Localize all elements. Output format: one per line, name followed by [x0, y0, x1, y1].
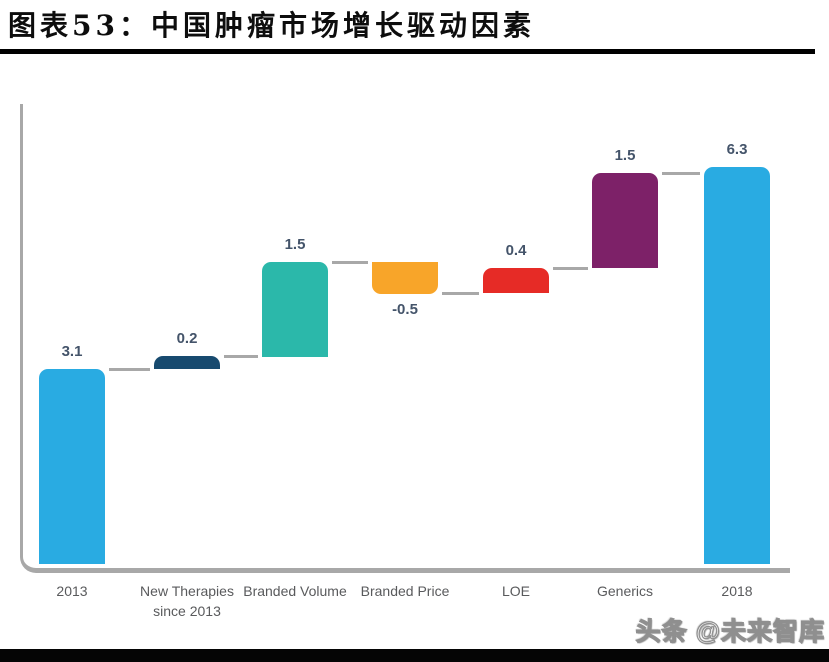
bar-loe — [483, 268, 549, 293]
bottom-black-bar — [0, 649, 829, 662]
bar-new-therapies-since-2013 — [154, 356, 220, 369]
value-label: 3.1 — [61, 343, 83, 360]
category-label-line: LOE — [501, 583, 530, 599]
waterfall-connector — [332, 261, 368, 264]
category-label: New Therapies since 2013 — [122, 581, 252, 621]
bar-branded-volume — [262, 262, 328, 357]
waterfall-chart: 3.1 2013 0.2 New Therapies since 2013 1.5 Bran… — [0, 60, 829, 635]
value-label: 0.2 — [176, 330, 198, 347]
category-label-line: Branded Volume — [243, 583, 347, 599]
category-label: Branded Price — [340, 581, 470, 601]
title-underline — [0, 49, 815, 54]
bar-generics — [592, 173, 658, 268]
waterfall-connector — [224, 355, 258, 358]
value-label: -0.5 — [392, 301, 418, 318]
category-label-line: Branded Price — [360, 583, 450, 599]
category-label-line: 2013 — [56, 583, 88, 599]
waterfall-connector — [553, 267, 588, 270]
category-label: Generics — [560, 581, 690, 601]
waterfall-connector — [662, 172, 700, 175]
category-label: LOE — [451, 581, 581, 601]
waterfall-connector — [109, 368, 150, 371]
category-label-line: Generics — [596, 583, 654, 599]
watermark: 头条 @未来智库 — [635, 617, 825, 646]
category-label: 2013 — [7, 581, 137, 601]
bar-2018 — [704, 167, 770, 564]
category-label-line: since 2013 — [153, 603, 221, 619]
waterfall-connector — [442, 292, 479, 295]
category-label-line: 2018 — [721, 583, 753, 599]
value-label: 0.4 — [505, 242, 527, 259]
page-title: 图表53：中国肿瘤市场增长驱动因素 — [8, 9, 535, 42]
value-label: 1.5 — [614, 147, 636, 164]
value-label: 6.3 — [726, 141, 748, 158]
category-label-line: New Therapies — [140, 583, 234, 599]
value-label: 1.5 — [284, 236, 306, 253]
bar-branded-price — [372, 262, 438, 294]
category-label: 2018 — [672, 581, 802, 601]
category-label: Branded Volume — [230, 581, 360, 601]
bar-2013 — [39, 369, 105, 564]
chart-axes — [20, 104, 790, 573]
